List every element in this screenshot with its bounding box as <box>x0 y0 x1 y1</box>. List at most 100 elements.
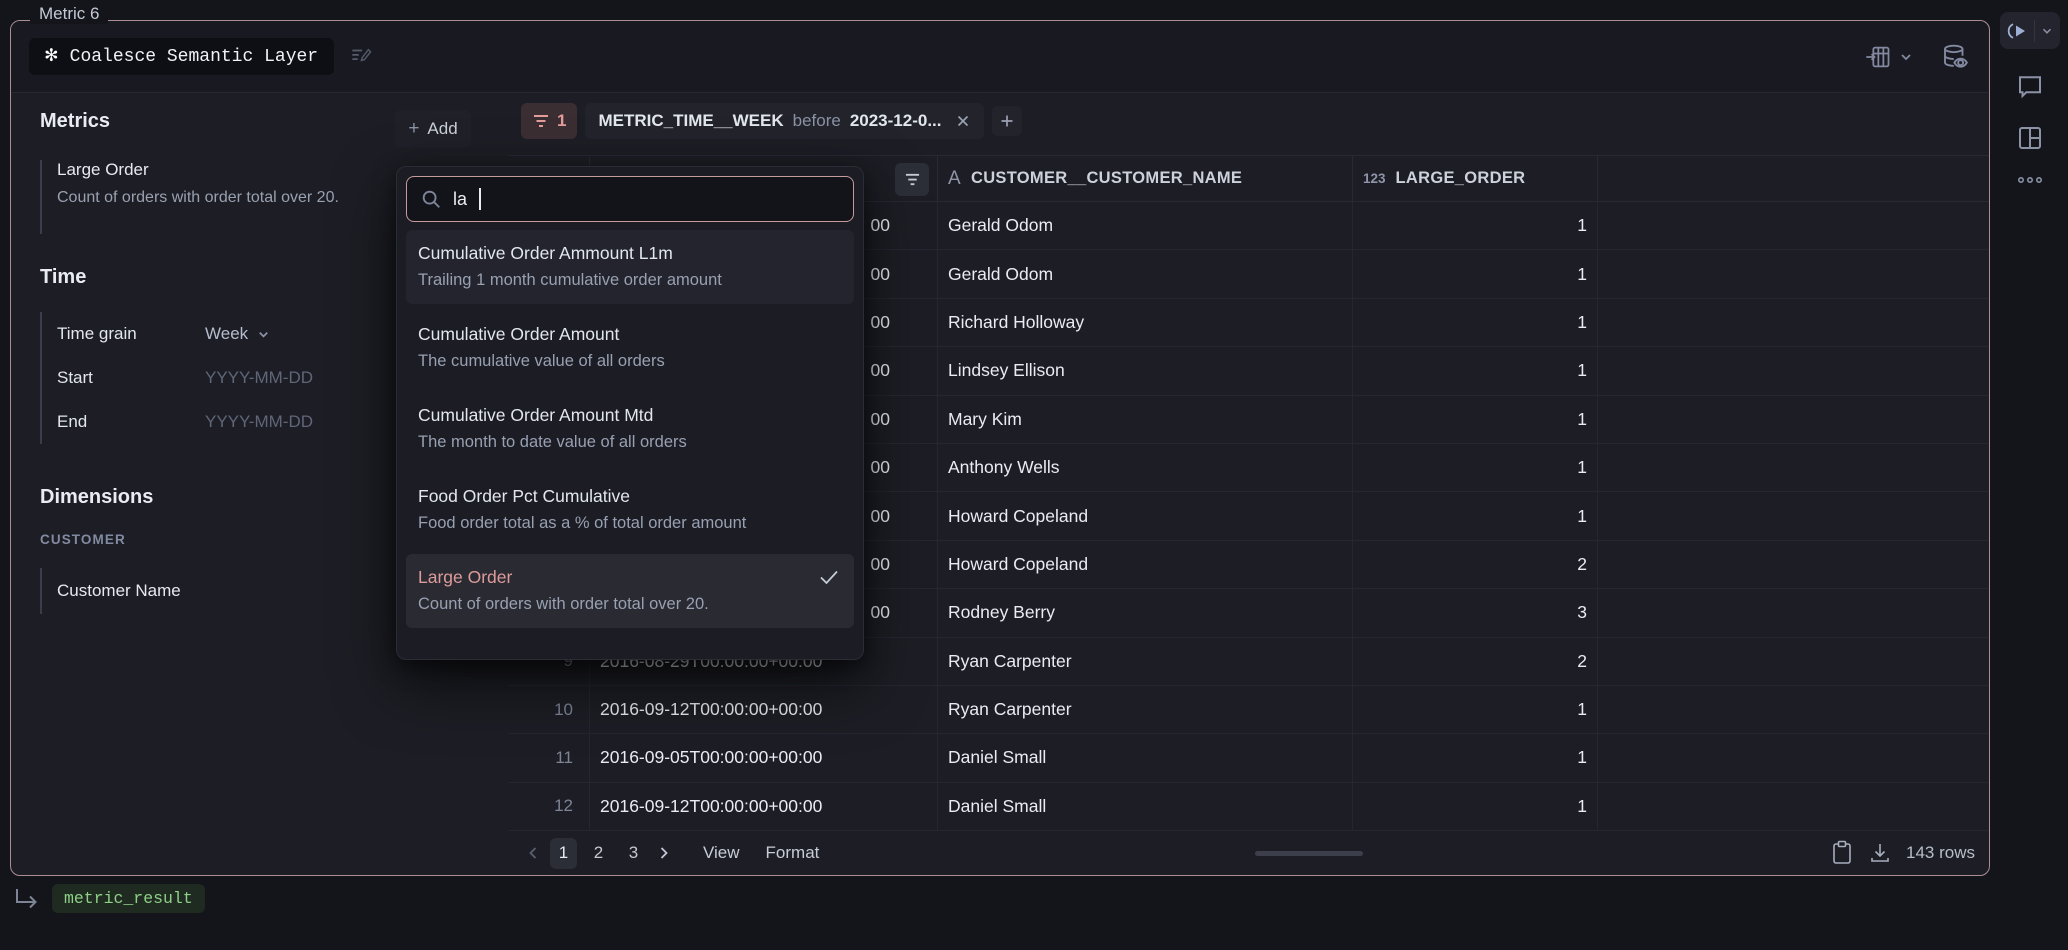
time-settings: Time grain Week Start YYYY-MM-DD End YYY… <box>40 312 460 444</box>
metric-search-dropdown: la Cumulative Order Ammount L1m Trailing… <box>396 166 864 660</box>
cell-date[interactable]: 00 <box>590 202 938 250</box>
view-button[interactable]: View <box>703 843 740 862</box>
metric-description: Count of orders with order total over 20… <box>57 189 339 206</box>
start-label: Start <box>57 368 93 387</box>
cell-empty <box>1598 589 1989 636</box>
cell-value[interactable]: 1 <box>1353 395 1598 443</box>
cell-date[interactable]: 00 <box>590 298 938 347</box>
cell-date[interactable]: 2016-09-12T00:00:00+00:00 <box>590 782 938 831</box>
return-arrow-icon <box>12 886 42 912</box>
cell-title[interactable]: Metric 6 <box>30 4 109 24</box>
cell-customer-name[interactable]: Ryan Carpenter <box>938 637 1353 685</box>
metric-option[interactable]: Food Order Pct Cumulative Food order tot… <box>406 473 854 547</box>
cell-date[interactable]: 00 <box>590 347 938 395</box>
cell-date[interactable]: 2016-09-05T00:00:00+00:00 <box>590 734 938 782</box>
cell-date[interactable]: 00 <box>590 395 938 443</box>
active-filters-chip[interactable]: 1 <box>521 103 578 139</box>
cell-customer-name[interactable]: Lindsey Ellison <box>938 347 1353 395</box>
page-number-button[interactable]: 2 <box>593 843 604 862</box>
cell-empty <box>1598 492 1989 539</box>
cell-value[interactable]: 1 <box>1353 250 1598 298</box>
metric-option[interactable]: Large Order Count of orders with order t… <box>406 554 854 628</box>
semantic-layer-source-button[interactable]: ✻ Coalesce Semantic Layer <box>29 38 335 75</box>
cell-customer-name[interactable]: Rodney Berry <box>938 589 1353 637</box>
cell-date[interactable]: 00 <box>590 250 938 298</box>
metric-option[interactable]: Cumulative Order Ammount L1m Trailing 1 … <box>406 230 854 304</box>
comment-icon[interactable] <box>2015 71 2045 101</box>
cell-value[interactable]: 1 <box>1353 782 1598 831</box>
filter-value: 2023-12-0... <box>849 111 942 130</box>
customer-column-name: CUSTOMER__CUSTOMER_NAME <box>970 169 1243 187</box>
format-button[interactable]: Format <box>765 843 820 862</box>
page-number-button[interactable]: 1 <box>550 837 577 869</box>
cell-customer-name[interactable]: Richard Holloway <box>938 298 1353 347</box>
value-column-header[interactable]: 123 LARGE_ORDER <box>1353 156 1598 201</box>
cell-customer-name[interactable]: Gerald Odom <box>938 250 1353 298</box>
result-variable[interactable]: metric_result <box>52 884 205 913</box>
run-options-chevron-icon[interactable] <box>2040 24 2054 38</box>
cell-customer-name[interactable]: Daniel Small <box>938 734 1353 782</box>
data-preview-button[interactable] <box>1940 42 1970 72</box>
table-row: 12 2016-09-12T00:00:00+00:00 Daniel Smal… <box>508 782 1989 832</box>
chart-view-button[interactable] <box>1864 43 1914 71</box>
layout-columns-icon[interactable] <box>2015 123 2045 153</box>
add-filter-button[interactable] <box>991 106 1022 136</box>
copy-table-icon[interactable] <box>1830 840 1854 866</box>
cell-date[interactable]: 00 <box>590 589 938 637</box>
end-date-input[interactable]: YYYY-MM-DD <box>205 412 313 431</box>
cell-value[interactable]: 1 <box>1353 347 1598 395</box>
run-cell-button[interactable] <box>2000 12 2060 49</box>
value-column-name: LARGE_ORDER <box>1395 169 1526 187</box>
start-date-input[interactable]: YYYY-MM-DD <box>205 368 313 387</box>
remove-filter-icon[interactable] <box>955 113 971 129</box>
download-icon[interactable] <box>1868 841 1892 865</box>
time-grain-label: Time grain <box>57 324 137 343</box>
time-filter-pill[interactable]: METRIC_TIME__WEEK before 2023-12-0... <box>585 103 984 139</box>
metric-name: Large Order <box>57 160 149 179</box>
horizontal-scrollbar[interactable] <box>1255 851 1363 856</box>
dimension-list-item[interactable]: Customer Name <box>40 568 181 614</box>
cell-value[interactable]: 3 <box>1353 589 1598 637</box>
add-metric-button[interactable]: + Add <box>395 110 471 148</box>
metric-search-input[interactable]: la <box>406 176 854 222</box>
cell-value[interactable]: 1 <box>1353 202 1598 250</box>
cell-value[interactable]: 1 <box>1353 492 1598 540</box>
cell-value[interactable]: 1 <box>1353 734 1598 782</box>
cell-date[interactable]: 00 <box>590 443 938 492</box>
prev-page-button[interactable] <box>526 845 540 861</box>
cell-date[interactable]: 00 <box>590 492 938 540</box>
cell-value[interactable]: 2 <box>1353 637 1598 685</box>
metric-list-item[interactable]: Large Order Count of orders with order t… <box>40 160 339 234</box>
metric-option-title: Cumulative Order Ammount L1m <box>418 243 673 263</box>
metrics-heading: Metrics <box>40 110 111 132</box>
cell-customer-name[interactable]: Howard Copeland <box>938 492 1353 540</box>
cell-row-index: 10 <box>508 685 590 734</box>
page-number-button[interactable]: 3 <box>628 843 639 862</box>
metric-option-title: Food Order Pct Cumulative <box>418 486 631 506</box>
cell-value[interactable]: 1 <box>1353 685 1598 734</box>
customer-column-header[interactable]: A CUSTOMER__CUSTOMER_NAME <box>938 156 1353 201</box>
column-filter-button[interactable] <box>895 163 929 196</box>
next-page-button[interactable] <box>657 845 671 861</box>
cell-customer-name[interactable]: Daniel Small <box>938 782 1353 831</box>
selected-check-icon <box>818 568 840 586</box>
cell-date[interactable]: 00 <box>590 540 938 589</box>
cell-empty <box>1598 444 1989 491</box>
metric-option[interactable]: Cumulative Order Amount The cumulative v… <box>406 311 854 385</box>
edit-source-icon[interactable] <box>348 44 374 70</box>
cell-customer-name[interactable]: Howard Copeland <box>938 540 1353 589</box>
cell-value[interactable]: 1 <box>1353 443 1598 492</box>
cell-value[interactable]: 2 <box>1353 540 1598 589</box>
cell-row-index: 9 <box>508 637 590 685</box>
cell-customer-name[interactable]: Gerald Odom <box>938 202 1353 250</box>
cell-date[interactable]: 2016-09-12T00:00:00+00:00 <box>590 685 938 734</box>
cell-customer-name[interactable]: Mary Kim <box>938 395 1353 443</box>
metric-option[interactable]: Cumulative Order Amount Mtd The month to… <box>406 392 854 466</box>
cell-customer-name[interactable]: Ryan Carpenter <box>938 685 1353 734</box>
time-grain-select[interactable]: Week <box>205 324 271 344</box>
cell-value[interactable]: 1 <box>1353 298 1598 347</box>
text-type-icon: A <box>948 167 961 189</box>
more-options-icon[interactable] <box>2016 175 2044 185</box>
cell-customer-name[interactable]: Anthony Wells <box>938 443 1353 492</box>
table-row: 3 00 Lindsey Ellison 1 <box>508 347 1989 396</box>
